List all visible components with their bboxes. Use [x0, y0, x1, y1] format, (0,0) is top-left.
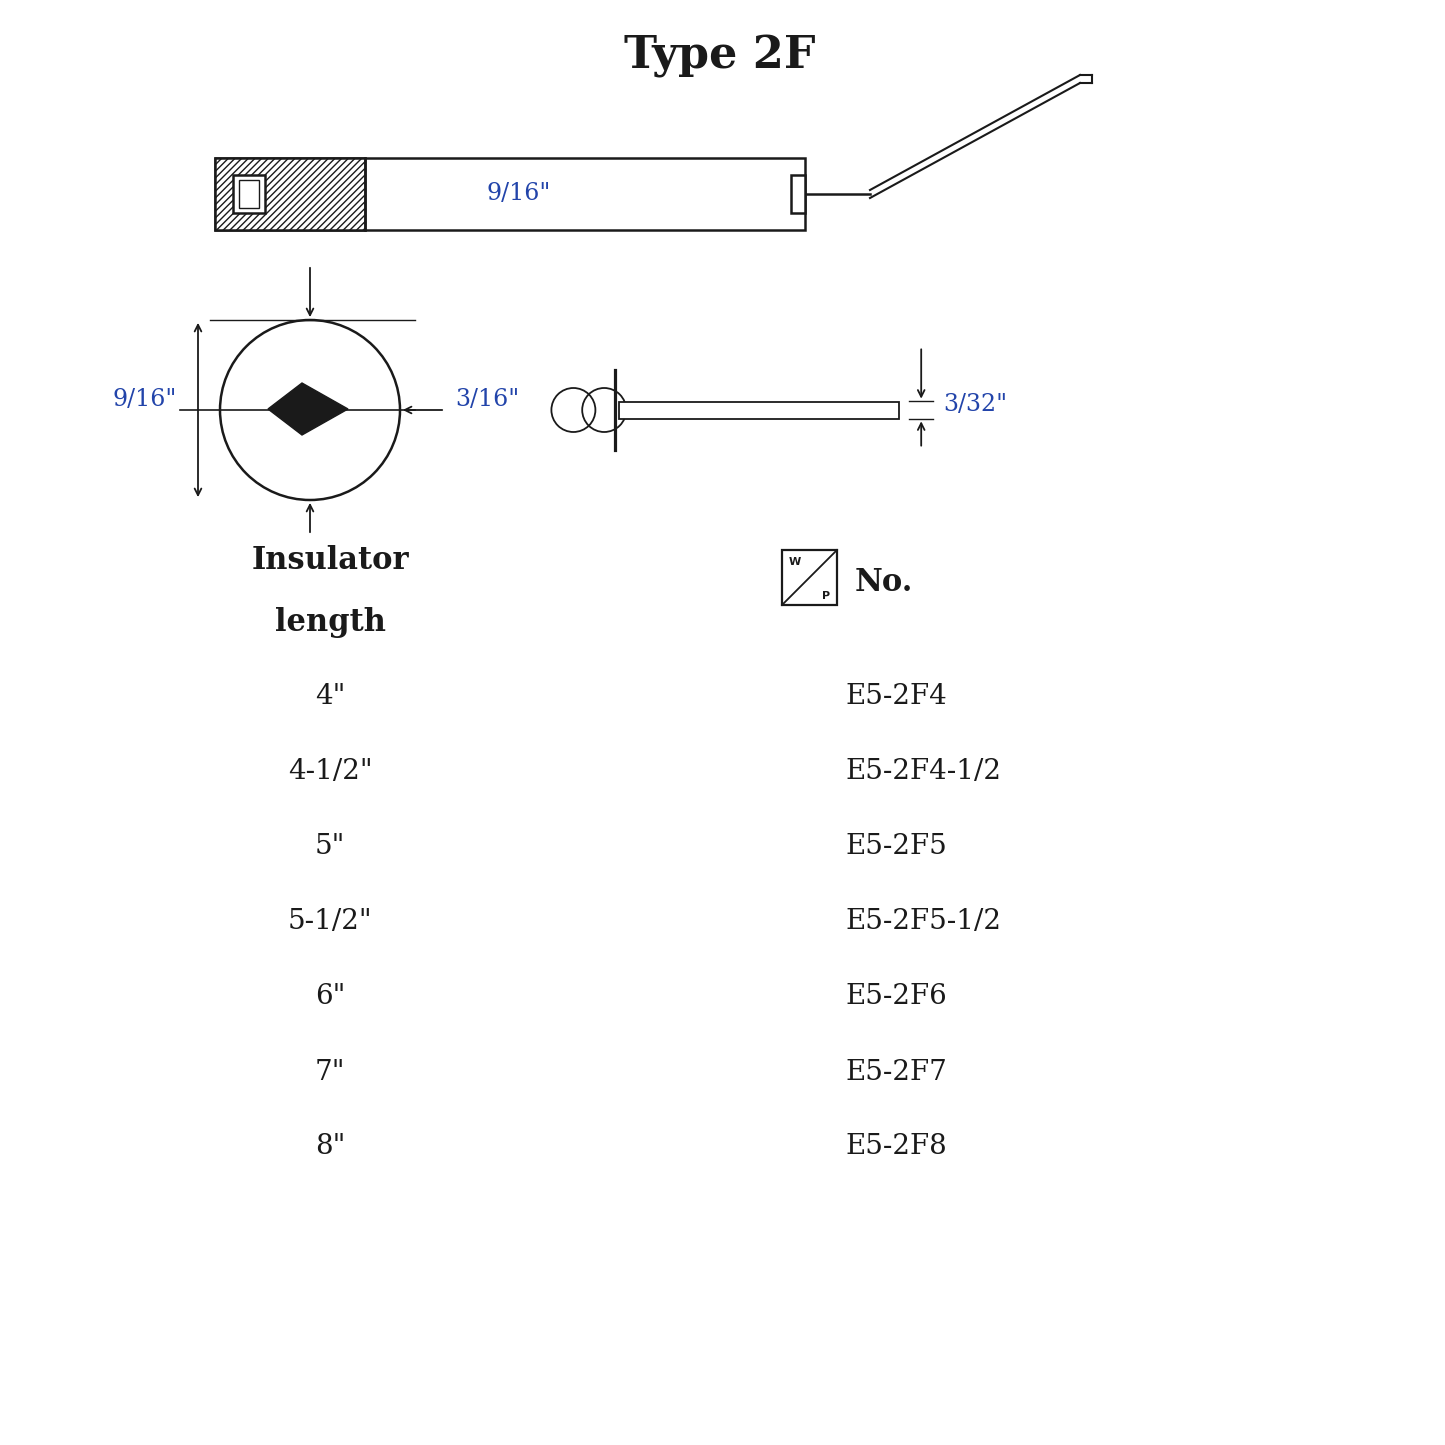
Text: 4": 4": [315, 683, 345, 711]
Text: 5": 5": [315, 834, 345, 861]
Bar: [215, 158, 366, 230]
Text: E5-2F7: E5-2F7: [845, 1059, 946, 1085]
Text: E5-2F4: E5-2F4: [845, 683, 946, 711]
Text: E5-2F4-1/2: E5-2F4-1/2: [845, 759, 1001, 786]
Bar: [790, 175, 805, 212]
Text: E5-2F5: E5-2F5: [845, 834, 946, 861]
Text: length: length: [275, 607, 386, 639]
Bar: [620, 402, 899, 419]
Text: 4-1/2": 4-1/2": [288, 759, 373, 786]
Text: 6": 6": [315, 984, 345, 1010]
Text: E5-2F6: E5-2F6: [845, 984, 946, 1010]
Text: 3/32": 3/32": [944, 393, 1007, 416]
Bar: [782, 551, 837, 605]
Text: P: P: [822, 591, 829, 601]
Polygon shape: [267, 383, 348, 435]
Text: W: W: [789, 556, 801, 566]
Text: Insulator: Insulator: [251, 545, 409, 577]
Bar: [238, 181, 259, 208]
Text: Type 2F: Type 2F: [624, 35, 816, 78]
Text: 9/16": 9/16": [487, 182, 551, 205]
Text: E5-2F8: E5-2F8: [845, 1133, 946, 1160]
Text: 3/16": 3/16": [455, 389, 519, 412]
Text: 9/16": 9/16": [113, 389, 178, 412]
Bar: [215, 158, 805, 230]
Bar: [233, 175, 264, 212]
Text: E5-2F5-1/2: E5-2F5-1/2: [845, 909, 1001, 935]
Text: No.: No.: [855, 566, 913, 598]
Text: 8": 8": [315, 1133, 345, 1160]
Text: 7": 7": [315, 1059, 345, 1085]
Text: 5-1/2": 5-1/2": [288, 909, 373, 935]
